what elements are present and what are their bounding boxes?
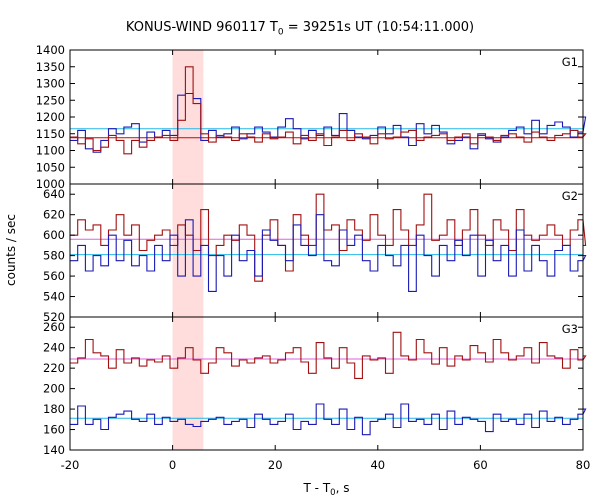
y-tick-label-g3: 240: [43, 341, 65, 355]
x-tick-label: 40: [370, 458, 385, 472]
y-tick-label-g2: 520: [43, 310, 65, 324]
y-tick-label-g3: 200: [43, 382, 65, 396]
y-tick-label-g2: 540: [43, 290, 65, 304]
chart-title: KONUS-WIND 960117 T0 = 39251s UT (10:54:…: [0, 20, 600, 38]
y-tick-label-g2: 620: [43, 208, 65, 222]
y-tick-label-g1: 1000: [36, 177, 65, 191]
panel-label-g2: G2: [562, 189, 578, 203]
y-tick-label-g1: 1350: [36, 60, 65, 74]
series-g3-blue: [70, 403, 587, 436]
y-tick-label-g2: 580: [43, 249, 65, 263]
y-tick-label-g1: 1250: [36, 93, 65, 107]
chart-title-main: KONUS-WIND 960117 T: [125, 20, 278, 35]
series-g2-blue: [70, 214, 587, 292]
y-tick-label-g1: 1300: [36, 77, 65, 91]
y-tick-label-g1: 1100: [36, 144, 65, 158]
x-tick-label: 80: [576, 458, 591, 472]
y-tick-label-g1: 1200: [36, 110, 65, 124]
series-g1-red: [70, 66, 587, 155]
chart-title-subscript: 0: [277, 27, 284, 38]
y-tick-label-g3: 260: [43, 320, 65, 334]
y-tick-label-g3: 220: [43, 361, 65, 375]
x-tick-label: -20: [61, 458, 80, 472]
y-tick-label-g3: 180: [43, 402, 65, 416]
series-g3-red: [70, 331, 587, 379]
panel-frame-g1: [69, 49, 584, 185]
chart-title-rest: = 39251s UT (10:54:11.000): [283, 20, 475, 35]
y-tick-label-g1: 1150: [36, 127, 65, 141]
y-tick-label-g2: 600: [43, 228, 65, 242]
y-axis-label: counts / sec: [4, 214, 18, 286]
y-tick-label-g2: 640: [43, 187, 65, 201]
panel-frame-g3: [69, 316, 584, 451]
y-tick-label-g2: 560: [43, 269, 65, 283]
y-tick-label-g1: 1400: [36, 43, 65, 57]
panel-label-g3: G3: [562, 322, 578, 336]
x-tick-label: 20: [268, 458, 283, 472]
panel-label-g1: G1: [562, 55, 578, 69]
series-g2-red: [70, 193, 587, 282]
x-tick-label: 60: [473, 458, 488, 472]
x-tick-label: 0: [169, 458, 176, 472]
x-axis-label: T - T0, s: [303, 481, 350, 498]
y-tick-label-g1: 1050: [36, 160, 65, 174]
y-tick-label-g3: 160: [43, 423, 65, 437]
y-tick-label-g3: 140: [43, 443, 65, 457]
